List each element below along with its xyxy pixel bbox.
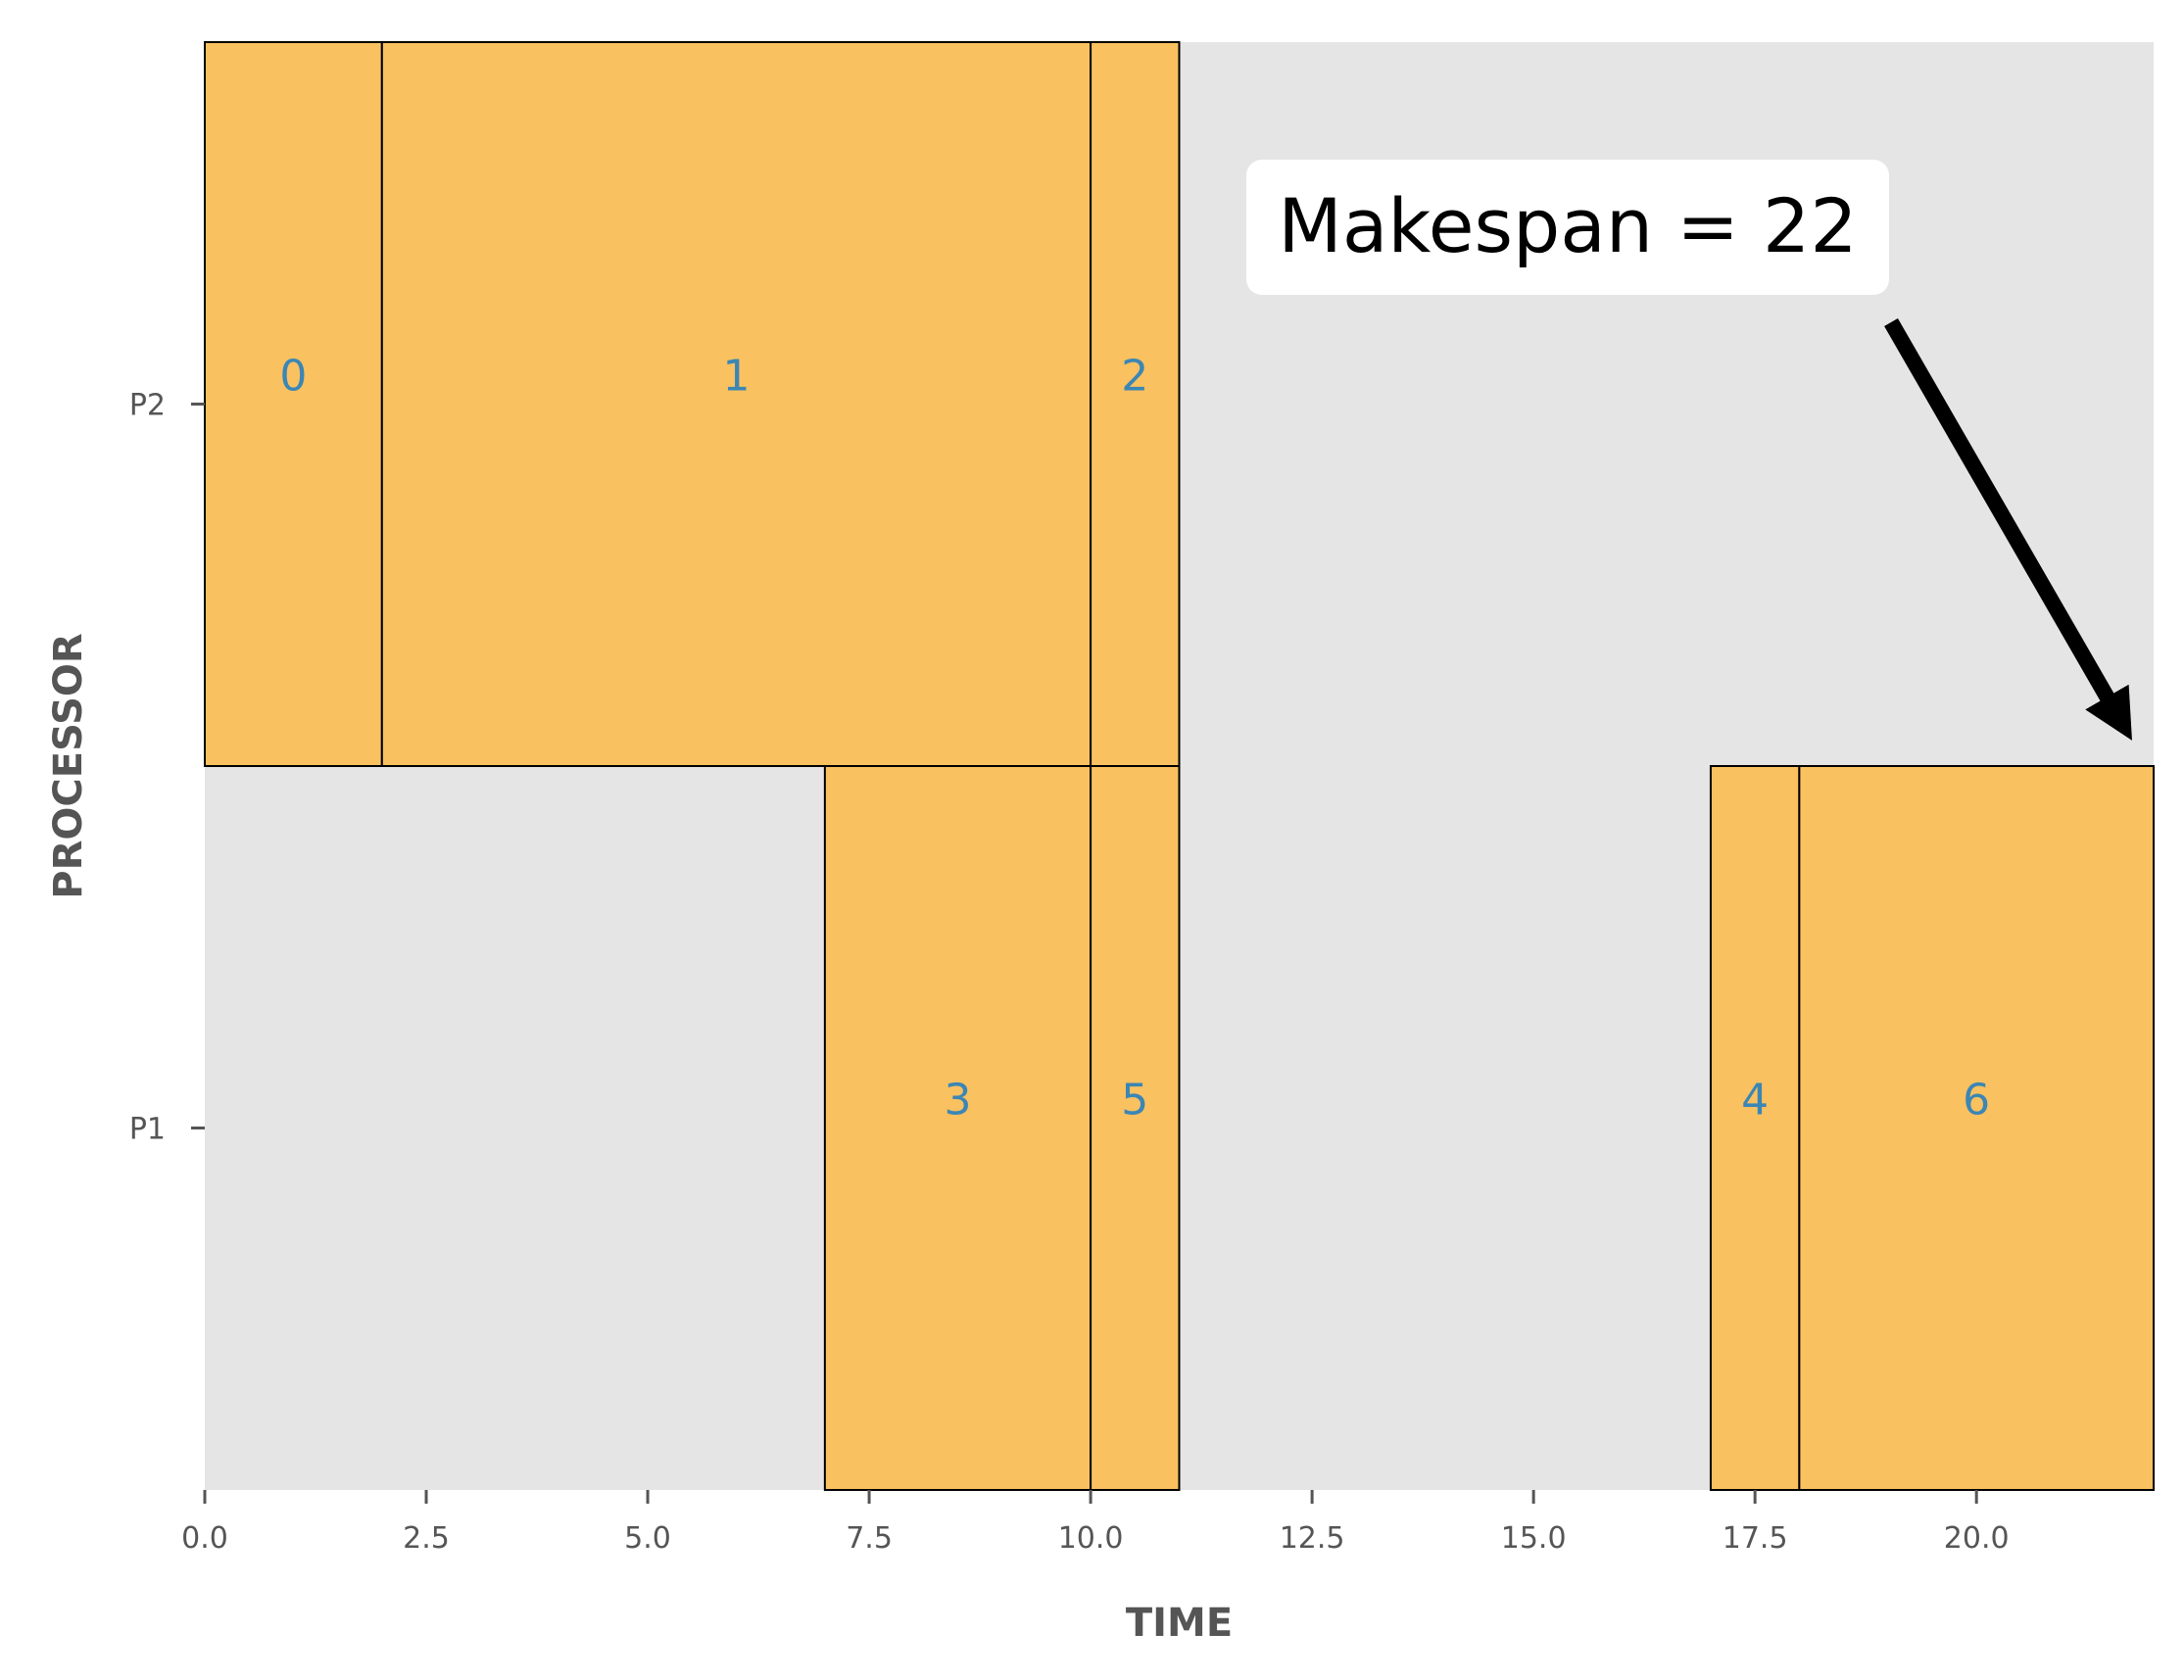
task-label-4: 4 xyxy=(1741,1076,1769,1126)
task-bar-5 xyxy=(1090,765,1181,1491)
y-axis-title: PROCESSOR xyxy=(46,633,91,898)
task-label-0: 0 xyxy=(279,352,307,402)
task-label-2: 2 xyxy=(1121,352,1148,402)
task-label-3: 3 xyxy=(944,1076,971,1126)
y-tick-label: P1 xyxy=(129,1113,166,1147)
task-bar-0 xyxy=(204,41,383,767)
x-axis-title: TIME xyxy=(1126,1601,1233,1646)
x-axis: 0.0 2.5 5.0 7.5 10.0 12.5 15.0 17.5 20.0 xyxy=(181,1490,2010,1556)
annotation-arrow xyxy=(1884,318,2132,741)
y-tick-label: P2 xyxy=(129,389,166,423)
task-label-1: 1 xyxy=(722,352,750,402)
x-tick-label: 20.0 xyxy=(1944,1521,2010,1556)
task-bar-1 xyxy=(380,41,1092,767)
task-bar-4 xyxy=(1709,765,1801,1491)
task-bar-2 xyxy=(1090,41,1181,767)
makespan-annotation: Makespan = 22 xyxy=(1246,160,2132,741)
x-tick-label: 0.0 xyxy=(181,1521,228,1556)
annotation-text: Makespan = 22 xyxy=(1278,182,1858,269)
task-label-5: 5 xyxy=(1121,1076,1148,1126)
x-tick-label: 12.5 xyxy=(1280,1521,1345,1556)
x-tick-label: 2.5 xyxy=(403,1521,450,1556)
annotation-box xyxy=(1246,160,1889,295)
task-bar-3 xyxy=(823,765,1092,1491)
task-labels: 0 1 2 3 5 4 6 xyxy=(279,352,1990,1126)
task-bars xyxy=(204,41,2155,1491)
y-axis: P1 P2 xyxy=(129,389,205,1147)
x-tick-label: 17.5 xyxy=(1723,1521,1788,1556)
x-tick-label: 7.5 xyxy=(846,1521,893,1556)
x-tick-label: 5.0 xyxy=(624,1521,671,1556)
x-tick-label: 10.0 xyxy=(1058,1521,1124,1556)
x-tick-label: 15.0 xyxy=(1501,1521,1567,1556)
task-bar-6 xyxy=(1798,765,2155,1491)
task-label-6: 6 xyxy=(1963,1076,1990,1126)
